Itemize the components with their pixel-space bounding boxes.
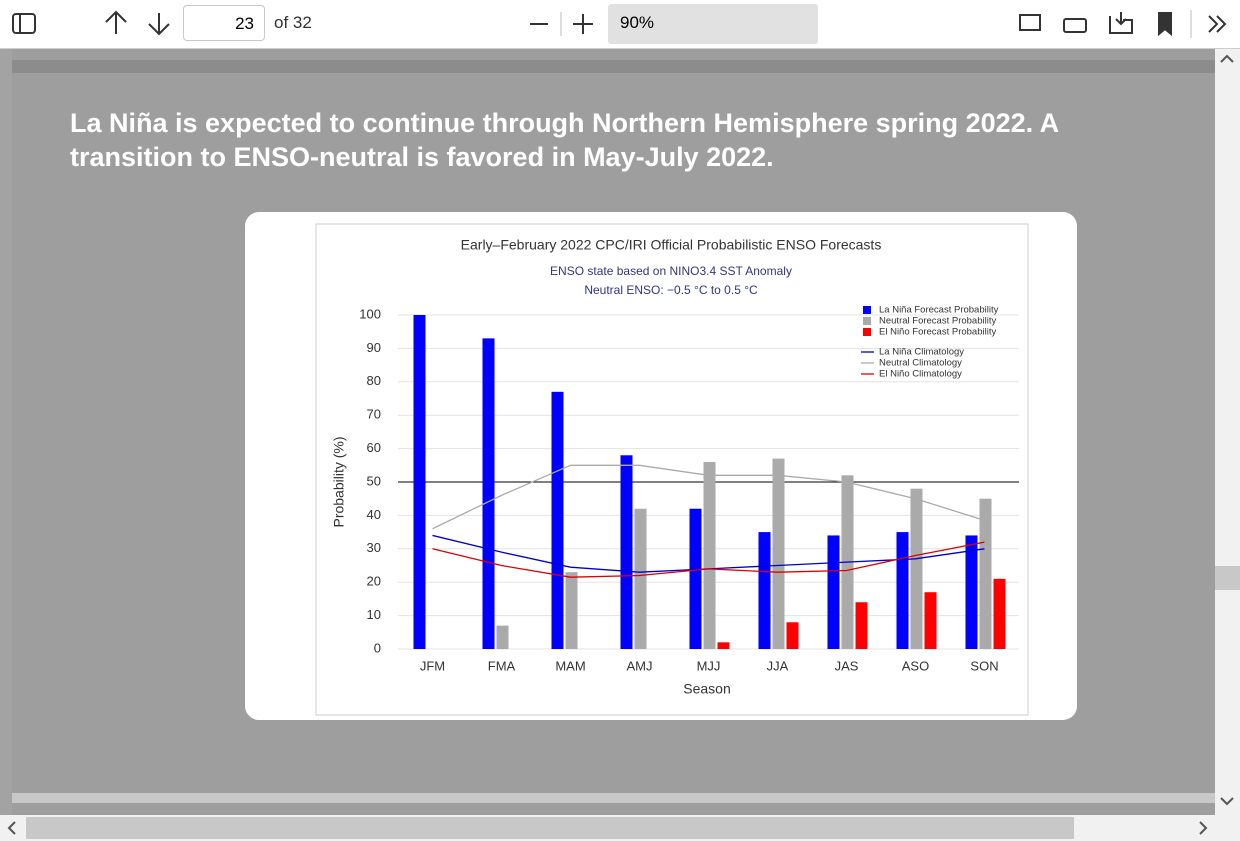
zoom-select[interactable]: 90% xyxy=(608,4,818,44)
bar xyxy=(634,508,647,649)
bar xyxy=(620,455,633,649)
x-tick-label: MAM xyxy=(555,658,585,673)
bar xyxy=(827,535,840,649)
x-tick-label: ASO xyxy=(902,658,929,673)
save[interactable] xyxy=(1109,12,1133,34)
bar xyxy=(413,315,426,649)
legend-label: El Niño Climatology xyxy=(879,369,962,380)
bar xyxy=(979,498,992,649)
x-axis-label: Season xyxy=(683,681,730,697)
legend-swatch xyxy=(863,328,871,336)
bar xyxy=(717,642,730,649)
x-tick-label: JJA xyxy=(767,658,789,673)
bar xyxy=(496,625,509,649)
y-axis-label: Probability (%) xyxy=(331,436,347,527)
x-tick-label: SON xyxy=(970,658,998,673)
legend-label: Neutral Forecast Probability xyxy=(879,316,996,327)
y-tick-label: 20 xyxy=(367,574,381,589)
y-tick-label: 50 xyxy=(367,473,381,488)
bar xyxy=(703,461,716,649)
page-band xyxy=(12,60,1215,73)
bar xyxy=(855,602,868,649)
bookmark[interactable] xyxy=(1158,12,1172,37)
present[interactable] xyxy=(1019,14,1041,31)
x-tick-label: JFM xyxy=(420,658,445,673)
bar xyxy=(896,532,909,649)
legend-label: El Niño Forecast Probability xyxy=(879,327,996,338)
y-tick-label: 80 xyxy=(367,373,381,388)
chart-subtitle: Neutral ENSO: −0.5 °C to 0.5 °C xyxy=(584,283,758,297)
bar xyxy=(551,391,564,649)
x-tick-label: JAS xyxy=(835,658,859,673)
x-tick-label: AMJ xyxy=(627,658,653,673)
x-tick-label: MJJ xyxy=(697,658,721,673)
y-tick-label: 90 xyxy=(367,340,381,355)
sidebar-toggle[interactable] xyxy=(12,13,36,34)
y-tick-label: 10 xyxy=(367,607,381,622)
bar xyxy=(910,488,923,649)
legend-label: La Niña Forecast Probability xyxy=(879,305,999,316)
slide-heading: La Niña is expected to continue through … xyxy=(70,108,1059,172)
chart-subtitle: ENSO state based on NINO3.4 SST Anomaly xyxy=(550,264,792,278)
page-count: of 32 xyxy=(274,13,312,32)
bar xyxy=(965,535,978,649)
zoom-in[interactable] xyxy=(573,14,593,34)
legend-label: La Niña Climatology xyxy=(879,347,964,358)
bar xyxy=(689,508,702,649)
climatology-line xyxy=(432,541,985,578)
more-tools[interactable] xyxy=(1208,15,1227,33)
bar xyxy=(993,578,1006,649)
prev-page[interactable] xyxy=(105,10,127,34)
page-edge xyxy=(12,793,1215,803)
chart-card xyxy=(245,212,1077,720)
bar xyxy=(786,622,799,649)
climatology-line xyxy=(432,464,985,530)
legend-swatch xyxy=(863,317,871,325)
next-page[interactable] xyxy=(148,13,170,36)
y-tick-label: 70 xyxy=(367,407,381,422)
legend-swatch xyxy=(863,306,871,314)
legend-label: Neutral Climatology xyxy=(879,358,962,369)
bar xyxy=(758,532,771,649)
bar xyxy=(565,572,578,649)
bar xyxy=(482,338,495,649)
y-tick-label: 0 xyxy=(374,640,381,655)
y-tick-label: 60 xyxy=(367,440,381,455)
bar xyxy=(924,592,937,649)
y-tick-label: 40 xyxy=(367,507,381,522)
page-number-input[interactable]: 23 xyxy=(183,5,265,41)
x-tick-label: FMA xyxy=(488,658,516,673)
toolbar: 23 of 32 90% xyxy=(0,0,1240,49)
print[interactable] xyxy=(1063,18,1087,33)
bar xyxy=(772,458,785,649)
y-tick-label: 100 xyxy=(359,306,381,321)
chart-title: Early–February 2022 CPC/IRI Official Pro… xyxy=(461,237,882,253)
y-tick-label: 30 xyxy=(367,540,381,555)
chart-frame xyxy=(315,223,1029,716)
